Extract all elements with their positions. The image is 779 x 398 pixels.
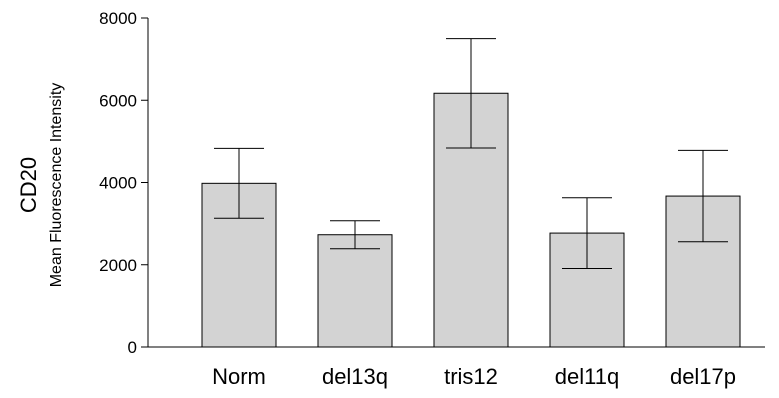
bar-del13q	[317, 234, 393, 348]
x-tick-label-del11q: del11q	[555, 364, 619, 389]
bars	[201, 92, 741, 348]
x-tick-label-Norm: Norm	[212, 364, 266, 389]
y-axis-subtitle: Mean Fluorescence Intensity	[48, 83, 65, 288]
y-tick-label: 0	[128, 338, 137, 357]
y-tick-label: 8000	[99, 9, 137, 28]
y-tick-label: 6000	[99, 91, 137, 110]
y-tick-label: 4000	[99, 174, 137, 193]
y-axis-title: CD20	[16, 157, 41, 213]
error-bars	[214, 38, 728, 269]
x-tick-labels: Norm del13q tris12 del11q del17p	[212, 364, 736, 389]
x-tick-label-tris12: tris12	[444, 364, 498, 389]
x-tick-label-del17p: del17p	[670, 364, 736, 389]
x-tick-label-del13q: del13q	[322, 364, 388, 389]
y-tick-label: 2000	[99, 256, 137, 275]
y-ticks: 0 2000 4000 6000 8000	[99, 9, 148, 357]
